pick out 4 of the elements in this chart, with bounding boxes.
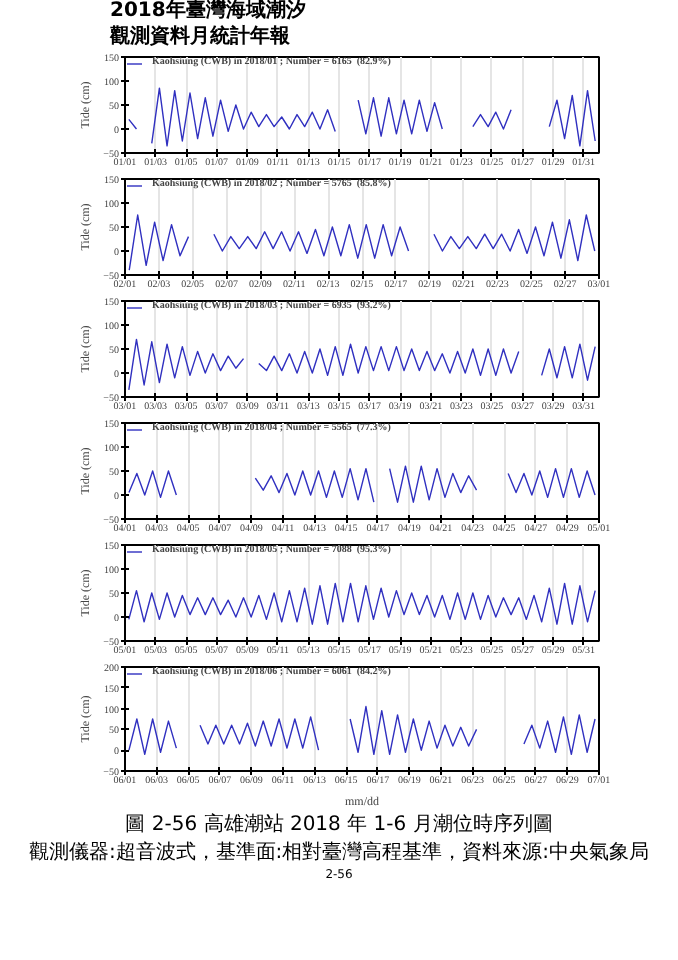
text: 觀測資料月統計年報: [110, 26, 290, 49]
line-series: [128, 582, 596, 625]
text: 觀測儀器:超音波式，基準面:相對臺灣高程基準，資料來源:中央氣象局: [28, 842, 650, 865]
caption: 圖 2-56 高雄潮站 2018 年 1-6 月潮位時序列圖: [125, 814, 553, 837]
